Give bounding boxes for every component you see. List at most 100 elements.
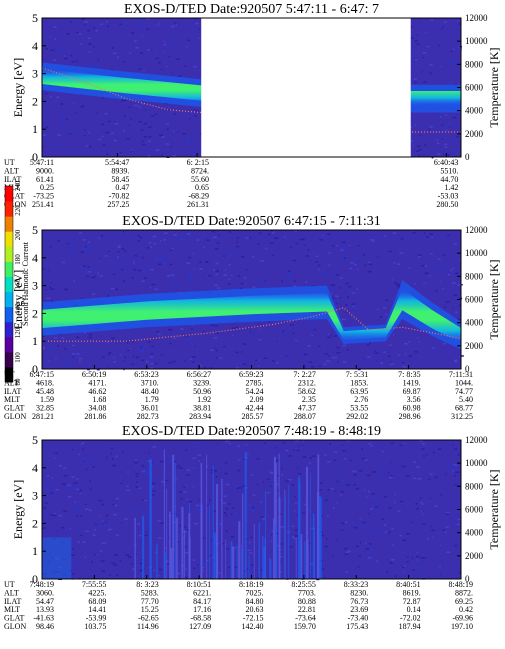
table-cell-ilat: 54.24: [246, 387, 264, 396]
table-cell-alt: 5283.: [141, 588, 159, 597]
y2-axis-label: Temperature [K]: [487, 469, 501, 549]
table-cell-alt: 1419.: [403, 378, 421, 387]
row-label: UT: [4, 158, 15, 167]
table-cell-mlt: 20.63: [246, 605, 264, 614]
table-cell-ilat: 68.09: [88, 597, 106, 606]
table-cell-glat: -73.40: [348, 614, 369, 623]
y2-tick-label: 6000: [465, 505, 484, 515]
table-cell-glat: 34.08: [88, 404, 106, 413]
table-cell-glon: 280.50: [436, 200, 458, 209]
table-cell-glat: 53.55: [350, 404, 368, 413]
table-cell-glon: 292.02: [346, 412, 368, 421]
table-cell-ut: 7: 2:27: [293, 370, 315, 379]
table-cell-alt: 4618.: [36, 378, 54, 387]
table-cell-ut: 6:40:43: [434, 158, 458, 167]
row-label: ALT: [4, 588, 19, 597]
table-cell-alt: 9000.: [36, 166, 54, 175]
y2-tick-label: 4000: [465, 318, 484, 328]
colorbar-tick-label: 200: [14, 229, 22, 240]
colorbar: 80 100 120 140 160 180 200 220 240 Second Harmoni…: [4, 180, 30, 386]
table-cell-glon: 288.07: [294, 412, 316, 421]
table-cell-ut: 7:48:19: [30, 580, 54, 589]
colorbar-segment: [5, 276, 13, 293]
vertical-streaks: [134, 449, 322, 579]
table-cell-alt: 1853.: [350, 378, 368, 387]
row-label: GLAT: [4, 192, 25, 201]
panel-1: EXOS-D/TED Date:920507 5:47:11 - 6:47: 7…: [4, 2, 501, 209]
table-cell-ilat: 84.17: [193, 597, 211, 606]
table-cell-mlt: 1.92: [197, 395, 211, 404]
table-cell-alt: 4225.: [88, 588, 106, 597]
table-cell-alt: 8872.: [455, 588, 473, 597]
table-cell-ilat: 76.73: [350, 597, 368, 606]
temperature-trace: [42, 307, 462, 342]
row-label: GLON: [4, 412, 26, 421]
colorbar-tick-label: 120: [14, 327, 22, 338]
colorbar-frame: [4, 185, 14, 383]
table-cell-ilat: 46.62: [88, 387, 106, 396]
row-label: GLAT: [4, 404, 25, 413]
y2-tick-label: 0: [465, 152, 470, 162]
table-cell-mlt: 15.25: [141, 605, 159, 614]
table-cell-glon: 312.25: [451, 412, 473, 421]
table-cell-ut: 8:48:19: [449, 580, 473, 589]
colorbar-segment: [5, 366, 13, 383]
table-cell-ilat: 58.62: [298, 387, 316, 396]
table-cell-ilat: 45.48: [36, 387, 54, 396]
y-tick-label: 0: [32, 362, 38, 376]
low-energy-patch: [42, 537, 72, 579]
colorbar-tick-label: 160: [14, 278, 22, 289]
table-cell-glat: -73.64: [295, 614, 316, 623]
y2-tick-label: 10000: [465, 458, 488, 468]
table-cell-ilat: 44.70: [440, 175, 458, 184]
table-cell-glat: -70.82: [109, 192, 130, 201]
table-cell-ilat: 77.70: [141, 597, 159, 606]
colorbar-segment: [5, 246, 13, 262]
y-tick-label: 3: [32, 67, 38, 81]
row-label: ILAT: [4, 175, 21, 184]
y-tick-label: 1: [32, 122, 38, 136]
table-cell-mlt: 14.41: [88, 605, 106, 614]
y-tick-label: 5: [32, 433, 38, 447]
colorbar-tick-label: 220: [14, 205, 22, 216]
colorbar-segment: [5, 186, 13, 202]
row-label: ILAT: [4, 387, 21, 396]
panel-3: EXOS-D/TED Date:920507 7:48:19 - 8:48:19…: [4, 424, 501, 631]
row-label: GLAT: [4, 614, 25, 623]
table-cell-glat: 32.85: [36, 404, 54, 413]
y-tick-label: 2: [32, 306, 38, 320]
table-cell-alt: 7025.: [246, 588, 264, 597]
y2-tick-label: 12000: [465, 225, 488, 235]
panel-title: EXOS-D/TED Date:920507 7:48:19 - 8:48:19: [122, 424, 381, 439]
table-cell-glat: 38.81: [193, 404, 211, 413]
table-cell-mlt: 5.40: [459, 395, 473, 404]
table-cell-ilat: 55.60: [191, 175, 209, 184]
y-tick-label: 4: [32, 461, 38, 475]
table-cell-mlt: 23.69: [350, 605, 368, 614]
table-cell-ilat: 84.80: [246, 597, 264, 606]
table-cell-glat: -68.58: [190, 614, 211, 623]
table-cell-mlt: 22.81: [298, 605, 316, 614]
y-tick-label: 5: [32, 223, 38, 237]
colorbar-segment: [5, 291, 13, 308]
table-cell-glat: -73.25: [33, 192, 54, 201]
table-cell-ut: 7: 5:31: [346, 370, 368, 379]
table-cell-glat: -53.03: [438, 192, 459, 201]
table-cell-glat: 36.01: [141, 404, 159, 413]
table-cell-mlt: 1.68: [92, 395, 106, 404]
y2-tick-label: 2000: [465, 551, 484, 561]
table-cell-alt: 7703.: [298, 588, 316, 597]
table-cell-mlt: 0.47: [115, 183, 129, 192]
row-label: MLT: [4, 395, 20, 404]
table-cell-glon: 197.10: [451, 622, 473, 631]
table-cell-ut: 8:40:51: [396, 580, 420, 589]
y-tick-label: 0: [32, 572, 38, 586]
colorbar-segment: [5, 336, 13, 353]
y2-tick-label: 6000: [465, 295, 484, 305]
table-cell-glon: 285.57: [242, 412, 264, 421]
table-cell-ut: 6:59:23: [239, 370, 263, 379]
table-cell-glat: -41.63: [33, 614, 54, 623]
y2-tick-label: 10000: [465, 248, 488, 258]
table-cell-alt: 8724.: [191, 166, 209, 175]
table-cell-alt: 8939.: [111, 166, 129, 175]
